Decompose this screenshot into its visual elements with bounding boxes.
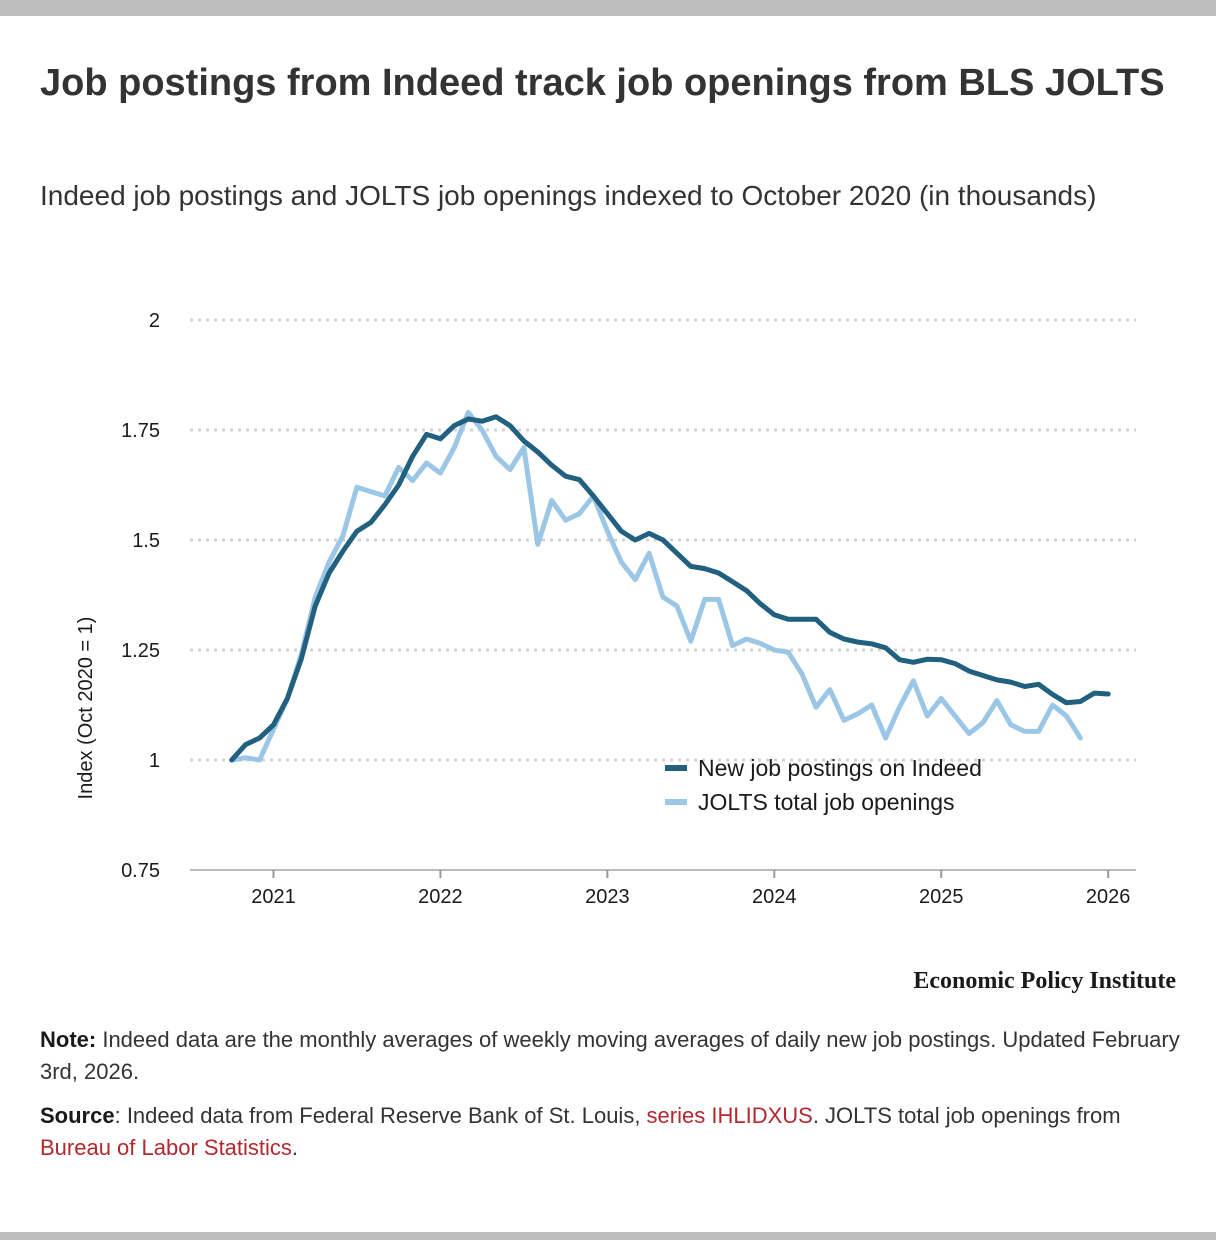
x-axis: 2021 2022 2023 2024 2025 2026 <box>251 870 1130 908</box>
x-tick-label: 2024 <box>752 886 797 908</box>
source-link-bls[interactable]: Bureau of Labor Statistics <box>40 1135 292 1160</box>
note: Note: Indeed data are the monthly averag… <box>40 1024 1180 1088</box>
note-text: Indeed data are the monthly averages of … <box>40 1027 1180 1084</box>
source-text-2: . JOLTS total job openings from <box>812 1103 1121 1128</box>
x-tick-label: 2026 <box>1086 886 1131 908</box>
series-line-indeed <box>229 414 1111 763</box>
source-text-1: : Indeed data from Federal Reserve Bank … <box>114 1103 647 1128</box>
x-tick-label: 2021 <box>251 886 296 908</box>
x-tick-label: 2025 <box>919 886 964 908</box>
series-line-jolts <box>229 409 1083 763</box>
publisher-logo: Economic Policy Institute <box>913 968 1176 994</box>
bottom-border <box>0 1232 1216 1240</box>
y-tick-label: 1.25 <box>121 640 160 662</box>
y-tick-label: 1.75 <box>121 420 160 442</box>
source: Source: Indeed data from Federal Reserve… <box>40 1100 1180 1164</box>
series-lines <box>229 409 1111 763</box>
y-tick-label: 0.75 <box>121 860 160 882</box>
y-axis-ticks: 0.75 1 1.25 1.5 1.75 2 <box>121 310 160 882</box>
legend: New job postings on Indeed JOLTS total jo… <box>665 755 982 815</box>
legend-label: New job postings on Indeed <box>698 755 982 781</box>
legend-label: JOLTS total job openings <box>698 789 955 815</box>
top-border <box>0 0 1216 16</box>
note-label: Note: <box>40 1027 97 1052</box>
y-tick-label: 2 <box>149 310 160 332</box>
y-axis-label: Index (Oct 2020 = 1) <box>75 617 97 800</box>
chart-title: Job postings from Indeed track job openi… <box>40 62 1165 104</box>
x-tick-label: 2022 <box>418 886 463 908</box>
y-tick-label: 1 <box>149 750 160 772</box>
source-link-fred[interactable]: series IHLIDXUS <box>646 1103 813 1128</box>
source-text-3: . <box>291 1135 299 1160</box>
chart-subtitle: Indeed job postings and JOLTS job openin… <box>40 180 1097 211</box>
source-label: Source <box>40 1103 115 1128</box>
x-tick-label: 2023 <box>585 886 630 908</box>
y-tick-label: 1.5 <box>132 530 160 552</box>
